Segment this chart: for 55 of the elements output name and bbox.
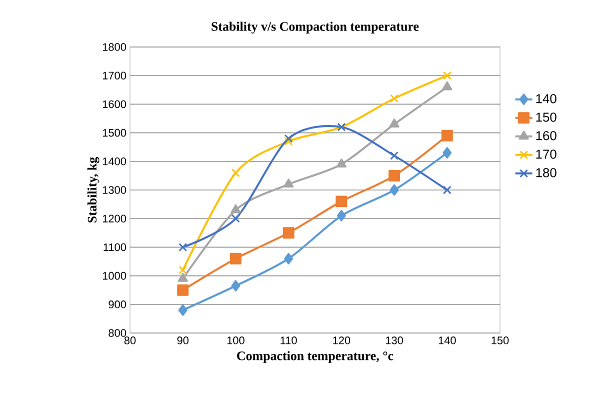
x-tick-label: 100 (227, 336, 244, 344)
point (388, 170, 400, 182)
y-tick-label: 900 (108, 300, 126, 308)
legend-label: 150 (536, 112, 556, 122)
point (231, 280, 240, 292)
x-tick-label: 80 (124, 336, 136, 344)
legend-label: 160 (536, 131, 556, 140)
point (442, 186, 452, 194)
x-tick-label: 110 (280, 336, 297, 344)
point (389, 118, 400, 128)
y-tick-label: 1400 (102, 158, 126, 166)
point (442, 147, 452, 159)
y-axis-title: Stability, kg (87, 157, 100, 222)
chart-title: Stability v/s Compaction temperature (212, 22, 419, 34)
point (336, 196, 348, 208)
point (442, 71, 452, 80)
point (284, 134, 293, 143)
y-tick-label: 800 (108, 329, 126, 337)
x-tick-label: 90 (177, 336, 189, 344)
point (390, 151, 399, 160)
point (230, 252, 242, 264)
point (441, 130, 453, 142)
y-tick-label: 1700 (102, 72, 126, 80)
point (178, 272, 188, 282)
y-tick-label: 1600 (102, 100, 126, 108)
point (283, 178, 294, 188)
point (178, 304, 188, 316)
point (284, 252, 294, 264)
point (282, 227, 294, 239)
point (178, 266, 188, 274)
legend-label: 140 (536, 94, 556, 104)
point (390, 94, 399, 103)
legend-label: 170 (536, 150, 556, 159)
y-tick-label: 1800 (102, 43, 126, 51)
point (178, 242, 188, 252)
y-tick-label: 1500 (102, 128, 126, 137)
point (336, 210, 346, 222)
x-tick-label: 150 (492, 336, 509, 344)
point (231, 214, 240, 223)
point (284, 137, 293, 146)
point (442, 81, 452, 90)
y-tick-label: 1200 (102, 214, 126, 222)
x-tick-label: 140 (438, 336, 456, 344)
point (231, 168, 240, 178)
legend-label: 180 (536, 168, 556, 178)
x-tick-label: 130 (386, 336, 403, 344)
point (390, 184, 399, 196)
point (336, 158, 347, 168)
point (177, 284, 189, 296)
point (230, 204, 241, 214)
y-tick-label: 1300 (102, 186, 126, 194)
x-tick-label: 120 (333, 336, 350, 344)
x-axis-title: Compaction temperature, °c (237, 351, 394, 363)
y-tick-label: 1000 (102, 272, 126, 280)
y-tick-label: 1100 (104, 243, 126, 252)
